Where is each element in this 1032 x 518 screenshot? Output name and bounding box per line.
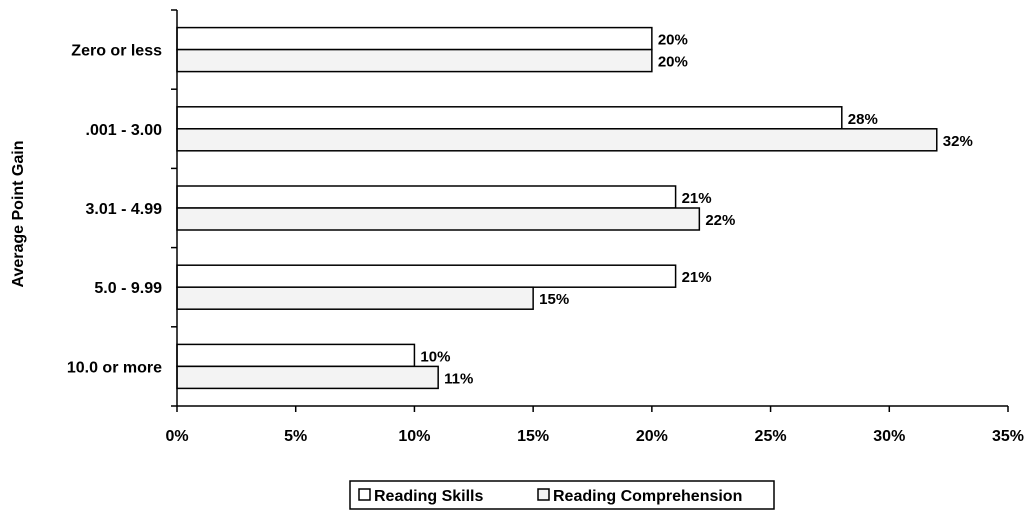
legend-label: Reading Comprehension [553,488,742,505]
legend-box [349,480,775,510]
bar [176,207,701,231]
legend-swatch [358,488,371,501]
bar [176,264,677,288]
category-label: .001 - 3.00 [86,122,163,139]
data-label: 10% [420,348,450,365]
x-tick-label: 5% [284,428,307,445]
bar [176,286,534,310]
category-label: Zero or less [71,43,162,60]
category-label: 5.0 - 9.99 [94,280,162,297]
bar [176,106,843,130]
data-label: 32% [943,133,973,150]
x-tick-label: 25% [755,428,787,445]
data-label: 21% [682,190,712,207]
bar [176,26,653,51]
bar [176,48,653,73]
legend: Reading Skills Reading Comprehension [349,480,775,510]
data-label: 11% [444,370,473,387]
data-label: 20% [658,54,688,71]
x-tick-label: 0% [165,428,188,445]
legend-swatch [537,488,550,501]
x-tick-label: 20% [636,428,668,445]
data-label: 15% [539,291,569,308]
category-label: 10.0 or more [67,359,162,376]
data-label: 20% [658,32,688,49]
data-label: 22% [705,212,735,229]
bar [176,343,416,368]
bar [176,185,677,209]
x-tick-label: 10% [398,428,430,445]
data-label: 28% [848,111,878,128]
data-label: 21% [682,269,712,286]
plot-area: Zero or less 20% 20% .001 - 3.00 28% 32% 3.01 … [67,9,1024,445]
bar [176,128,938,152]
x-tick-label: 30% [873,428,905,445]
x-tick-label: 15% [517,428,549,445]
y-axis-title: Average Point Gain [10,141,27,288]
category-label: 3.01 - 4.99 [86,201,163,218]
legend-label: Reading Skills [374,488,483,505]
bar [176,365,439,390]
x-tick-label: 35% [992,428,1024,445]
